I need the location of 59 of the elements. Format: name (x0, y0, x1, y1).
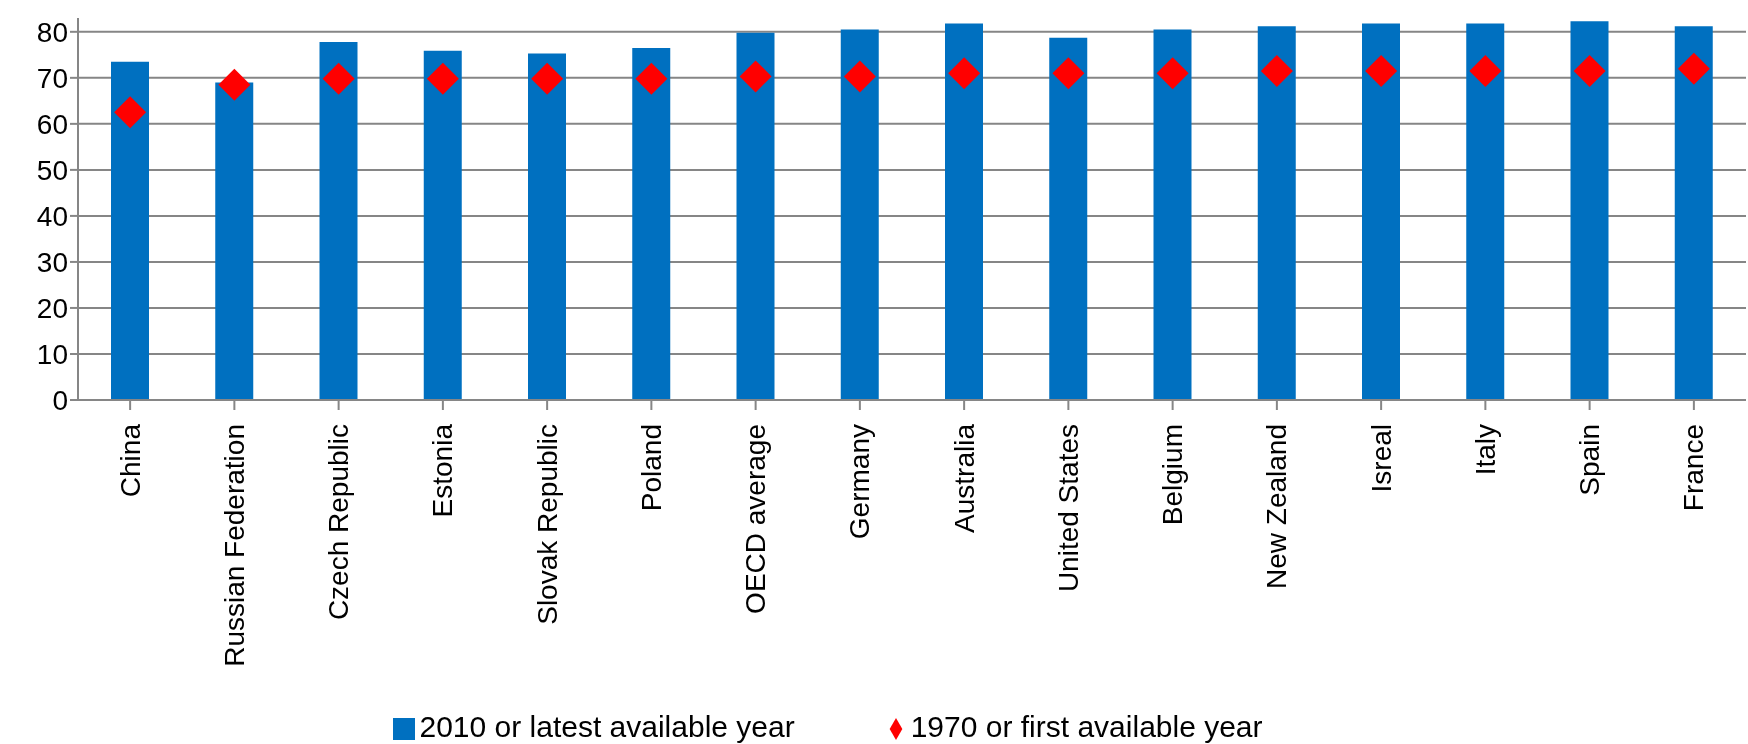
point (1573, 54, 1606, 87)
x-tick-label: Russian Federation (218, 424, 250, 667)
y-tick-label: 80 (36, 16, 68, 48)
bar (1153, 29, 1192, 400)
x-tick-label: Slovak Republic (531, 424, 563, 625)
bar (1674, 26, 1713, 400)
bar (840, 29, 879, 400)
bar (632, 47, 671, 400)
x-tick-label: United States (1052, 424, 1084, 593)
bar (736, 32, 775, 400)
bar (111, 61, 149, 400)
point (948, 57, 981, 90)
bar (423, 50, 462, 400)
x-tick-label: Italy (1469, 424, 1501, 476)
point (531, 62, 564, 95)
point (843, 60, 876, 93)
point (1677, 52, 1710, 85)
point (218, 68, 251, 101)
x-tick-label: OECD average (740, 424, 772, 614)
x-tick-label: China (114, 423, 146, 498)
x-tick-label: Isreal (1365, 424, 1397, 493)
bar (1362, 23, 1400, 400)
y-tick-label: 60 (36, 108, 68, 140)
legend-label: 2010 or latest available year (419, 710, 795, 743)
x-tick-label: Estonia (427, 423, 459, 518)
point (1469, 54, 1502, 87)
bar (945, 23, 983, 400)
x-tick-label: New Zealand (1261, 424, 1293, 589)
x-tick-label: Australia (948, 423, 980, 533)
y-tick-label: 70 (36, 62, 68, 94)
bar (528, 53, 566, 400)
y-tick-label: 20 (36, 292, 68, 324)
legend-label: 1970 or first available year (910, 710, 1263, 743)
point (1156, 57, 1189, 90)
point (322, 62, 355, 95)
bar (1570, 21, 1609, 400)
y-tick-label: 30 (36, 246, 68, 278)
point (635, 62, 668, 95)
x-tick-label: Poland (635, 424, 667, 512)
point (1260, 54, 1293, 87)
y-tick-label: 10 (36, 338, 68, 370)
x-tick-label: Belgium (1157, 424, 1189, 526)
x-tick-label: Germany (844, 424, 876, 540)
y-tick-label: 0 (52, 384, 68, 416)
bar (1257, 26, 1296, 400)
point (739, 60, 772, 93)
bar (1466, 23, 1505, 400)
point (114, 96, 147, 129)
x-tick-label: Spain (1574, 424, 1606, 496)
point (1365, 54, 1398, 87)
x-tick-label: France (1678, 424, 1710, 512)
y-tick-label: 50 (36, 154, 68, 186)
point (426, 62, 459, 95)
point (1052, 57, 1085, 90)
y-tick-label: 40 (36, 200, 68, 232)
bar (215, 82, 254, 400)
x-tick-label: Czech Republic (323, 424, 355, 621)
bar (1049, 37, 1088, 400)
bar (319, 41, 358, 400)
